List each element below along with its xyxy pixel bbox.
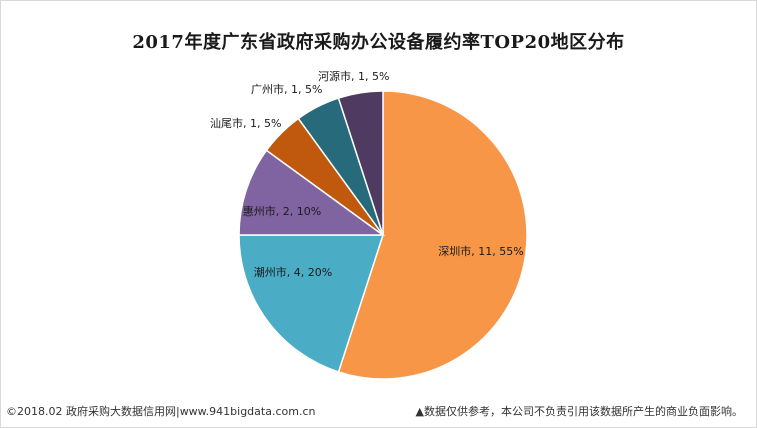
- footer-copyright: ©2018.02 政府采购大数据信用网|www.941bigdata.com.c…: [6, 405, 316, 418]
- slice-label-1: 深圳市, 11, 55%: [438, 244, 523, 258]
- slice-label-2: 潮州市, 4, 20%: [254, 265, 332, 279]
- slice-label-4: 汕尾市, 1, 5%: [210, 116, 281, 130]
- chart-title: 2017年度广东省政府采购办公设备履约率TOP20地区分布: [132, 32, 625, 53]
- slice-label-5: 广州市, 1, 5%: [251, 82, 322, 96]
- slice-label-6: 河源市, 1, 5%: [318, 69, 389, 83]
- footer-disclaimer: ▲数据仅供参考，本公司不负责引用该数据所产生的商业负面影响。: [415, 405, 743, 418]
- pie-slice-3: [238, 149, 386, 236]
- pie-slice-2: [238, 234, 385, 373]
- pie-slice-6: [337, 90, 384, 236]
- pie-slice-1: [337, 90, 528, 380]
- slice-label-3: 惠州市, 2, 10%: [243, 204, 321, 218]
